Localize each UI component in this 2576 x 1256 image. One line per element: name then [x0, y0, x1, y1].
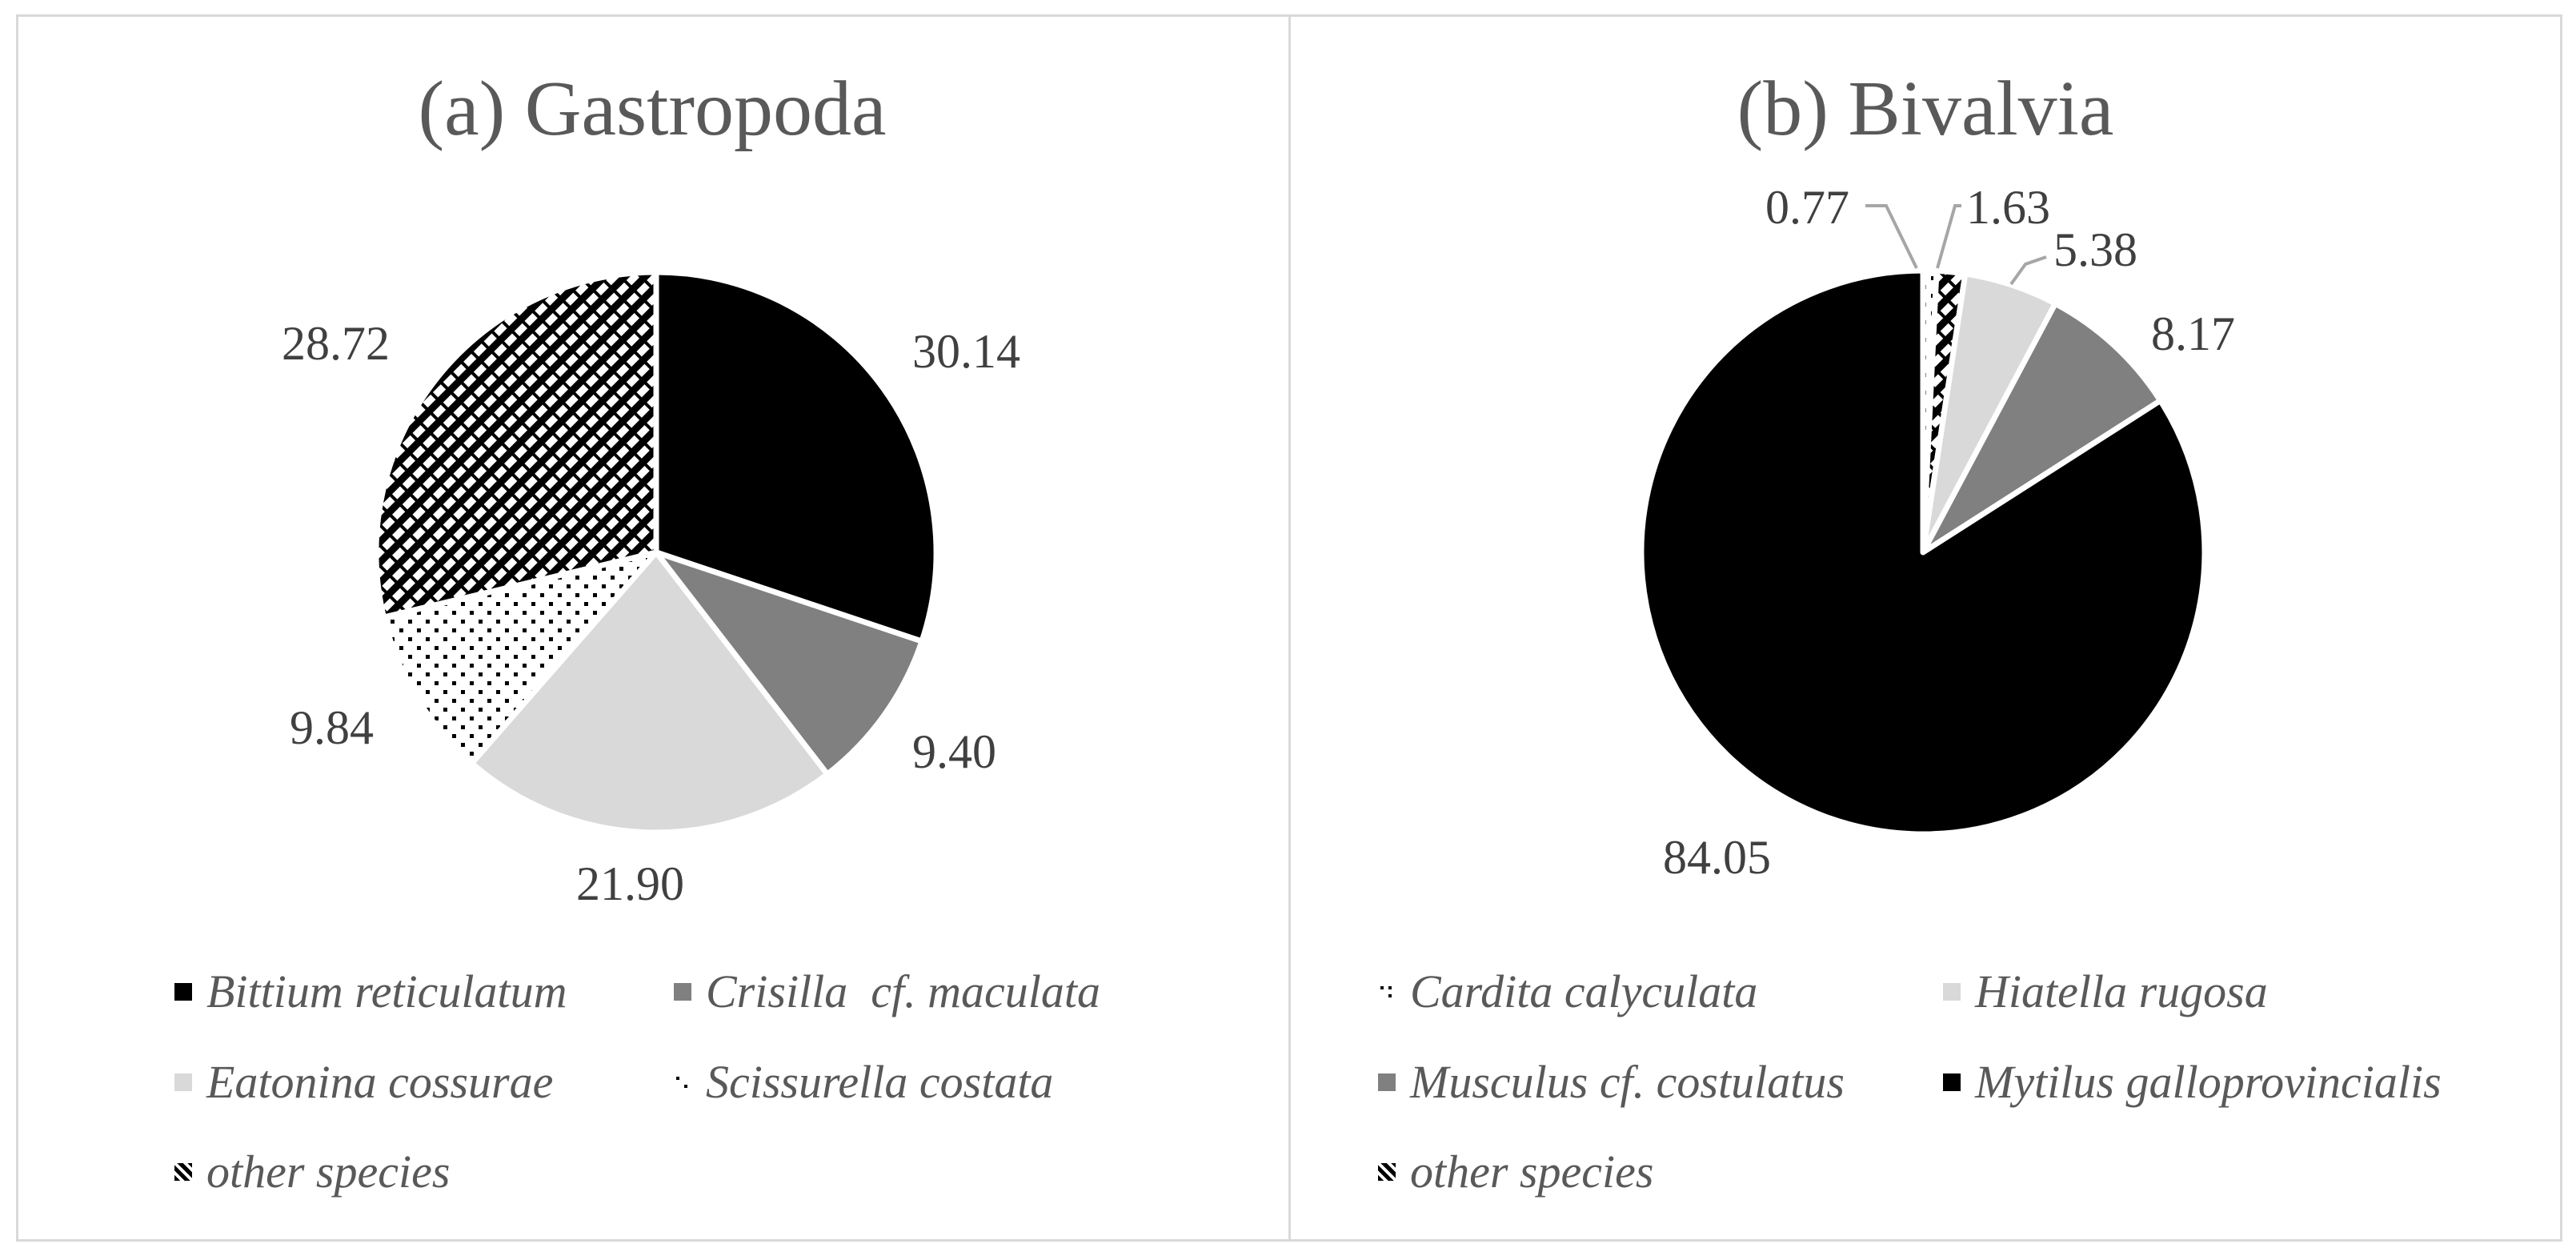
legend-swatch-diagonal-checker — [1378, 1162, 1396, 1181]
legend-swatch-solid-black — [1943, 1073, 1961, 1091]
legend-swatch-solid-black — [174, 982, 192, 1001]
panel-divider — [1288, 14, 1291, 1242]
legend-swatch-solid-lightgray — [174, 1073, 192, 1091]
data-label: 0.77 — [1765, 181, 1849, 234]
legend-item: other species — [174, 1145, 450, 1198]
legend-swatch-solid-darkgray — [674, 982, 691, 1001]
legend-swatch-solid-darkgray — [1378, 1073, 1396, 1091]
legend-item: Mytilus galloprovincialis — [1943, 1055, 2442, 1109]
legend-label: Hiatella rugosa — [1975, 965, 2268, 1017]
legend-swatch-dots — [1378, 982, 1396, 1001]
pie-bivalvia — [1638, 267, 2208, 837]
pie-slice — [469, 549, 831, 836]
legend-item: Bittium reticulatum — [174, 965, 567, 1018]
pie-slice — [653, 549, 925, 777]
legend-label: other species — [206, 1146, 451, 1198]
legend-item: Scissurella costata — [674, 1055, 1053, 1109]
pie-slice — [373, 269, 659, 620]
pie-slice — [1920, 300, 2164, 556]
leader-line-other-species — [1936, 204, 1961, 269]
data-label: 21.90 — [576, 857, 684, 910]
leader-line-hiatella — [2009, 255, 2047, 286]
legend-item: Hiatella rugosa — [1943, 965, 2268, 1018]
pie-slice — [1638, 267, 2208, 837]
legend-label: Crisilla cf. maculata — [706, 965, 1100, 1017]
legend-label: Eatonina cossurae — [206, 1056, 554, 1108]
legend-swatch-diagonal-checker — [174, 1162, 192, 1181]
pie-gastropoda — [373, 269, 939, 836]
data-label: 28.72 — [282, 317, 390, 370]
legend-label: other species — [1410, 1146, 1654, 1198]
data-label: 1.63 — [1966, 181, 2050, 234]
data-label: 5.38 — [2053, 223, 2137, 276]
legend-label: Cardita calyculata — [1410, 965, 1758, 1017]
panel-a-title: (a) Gastropoda — [418, 66, 887, 152]
data-label: 84.05 — [1663, 831, 1771, 884]
pie-slice — [653, 269, 939, 644]
legend-item: Musculus cf. costulatus — [1378, 1055, 1845, 1109]
pie-slice — [381, 549, 659, 766]
panel-b-title: (b) Bivalvia — [1737, 66, 2114, 152]
legend-item: Crisilla cf. maculata — [674, 965, 1100, 1018]
legend-item: Eatonina cossurae — [174, 1055, 553, 1109]
legend-item: Cardita calyculata — [1378, 965, 1757, 1018]
data-label: 8.17 — [2151, 307, 2235, 360]
legend-swatch-solid-lightgray — [1943, 982, 1961, 1001]
legend-label: Musculus cf. costulatus — [1410, 1056, 1845, 1108]
data-label: 30.14 — [912, 325, 1020, 378]
legend-item: other species — [1378, 1145, 1653, 1198]
legend-label: Mytilus galloprovincialis — [1975, 1056, 2442, 1108]
legend-label: Bittium reticulatum — [206, 965, 567, 1017]
data-label: 9.40 — [912, 725, 996, 778]
leader-line-cardita — [1865, 204, 1918, 269]
legend-swatch-dots — [674, 1073, 691, 1091]
legend-label: Scissurella costata — [706, 1056, 1054, 1108]
data-label: 9.84 — [290, 701, 374, 754]
leader-lines — [1865, 204, 2047, 286]
